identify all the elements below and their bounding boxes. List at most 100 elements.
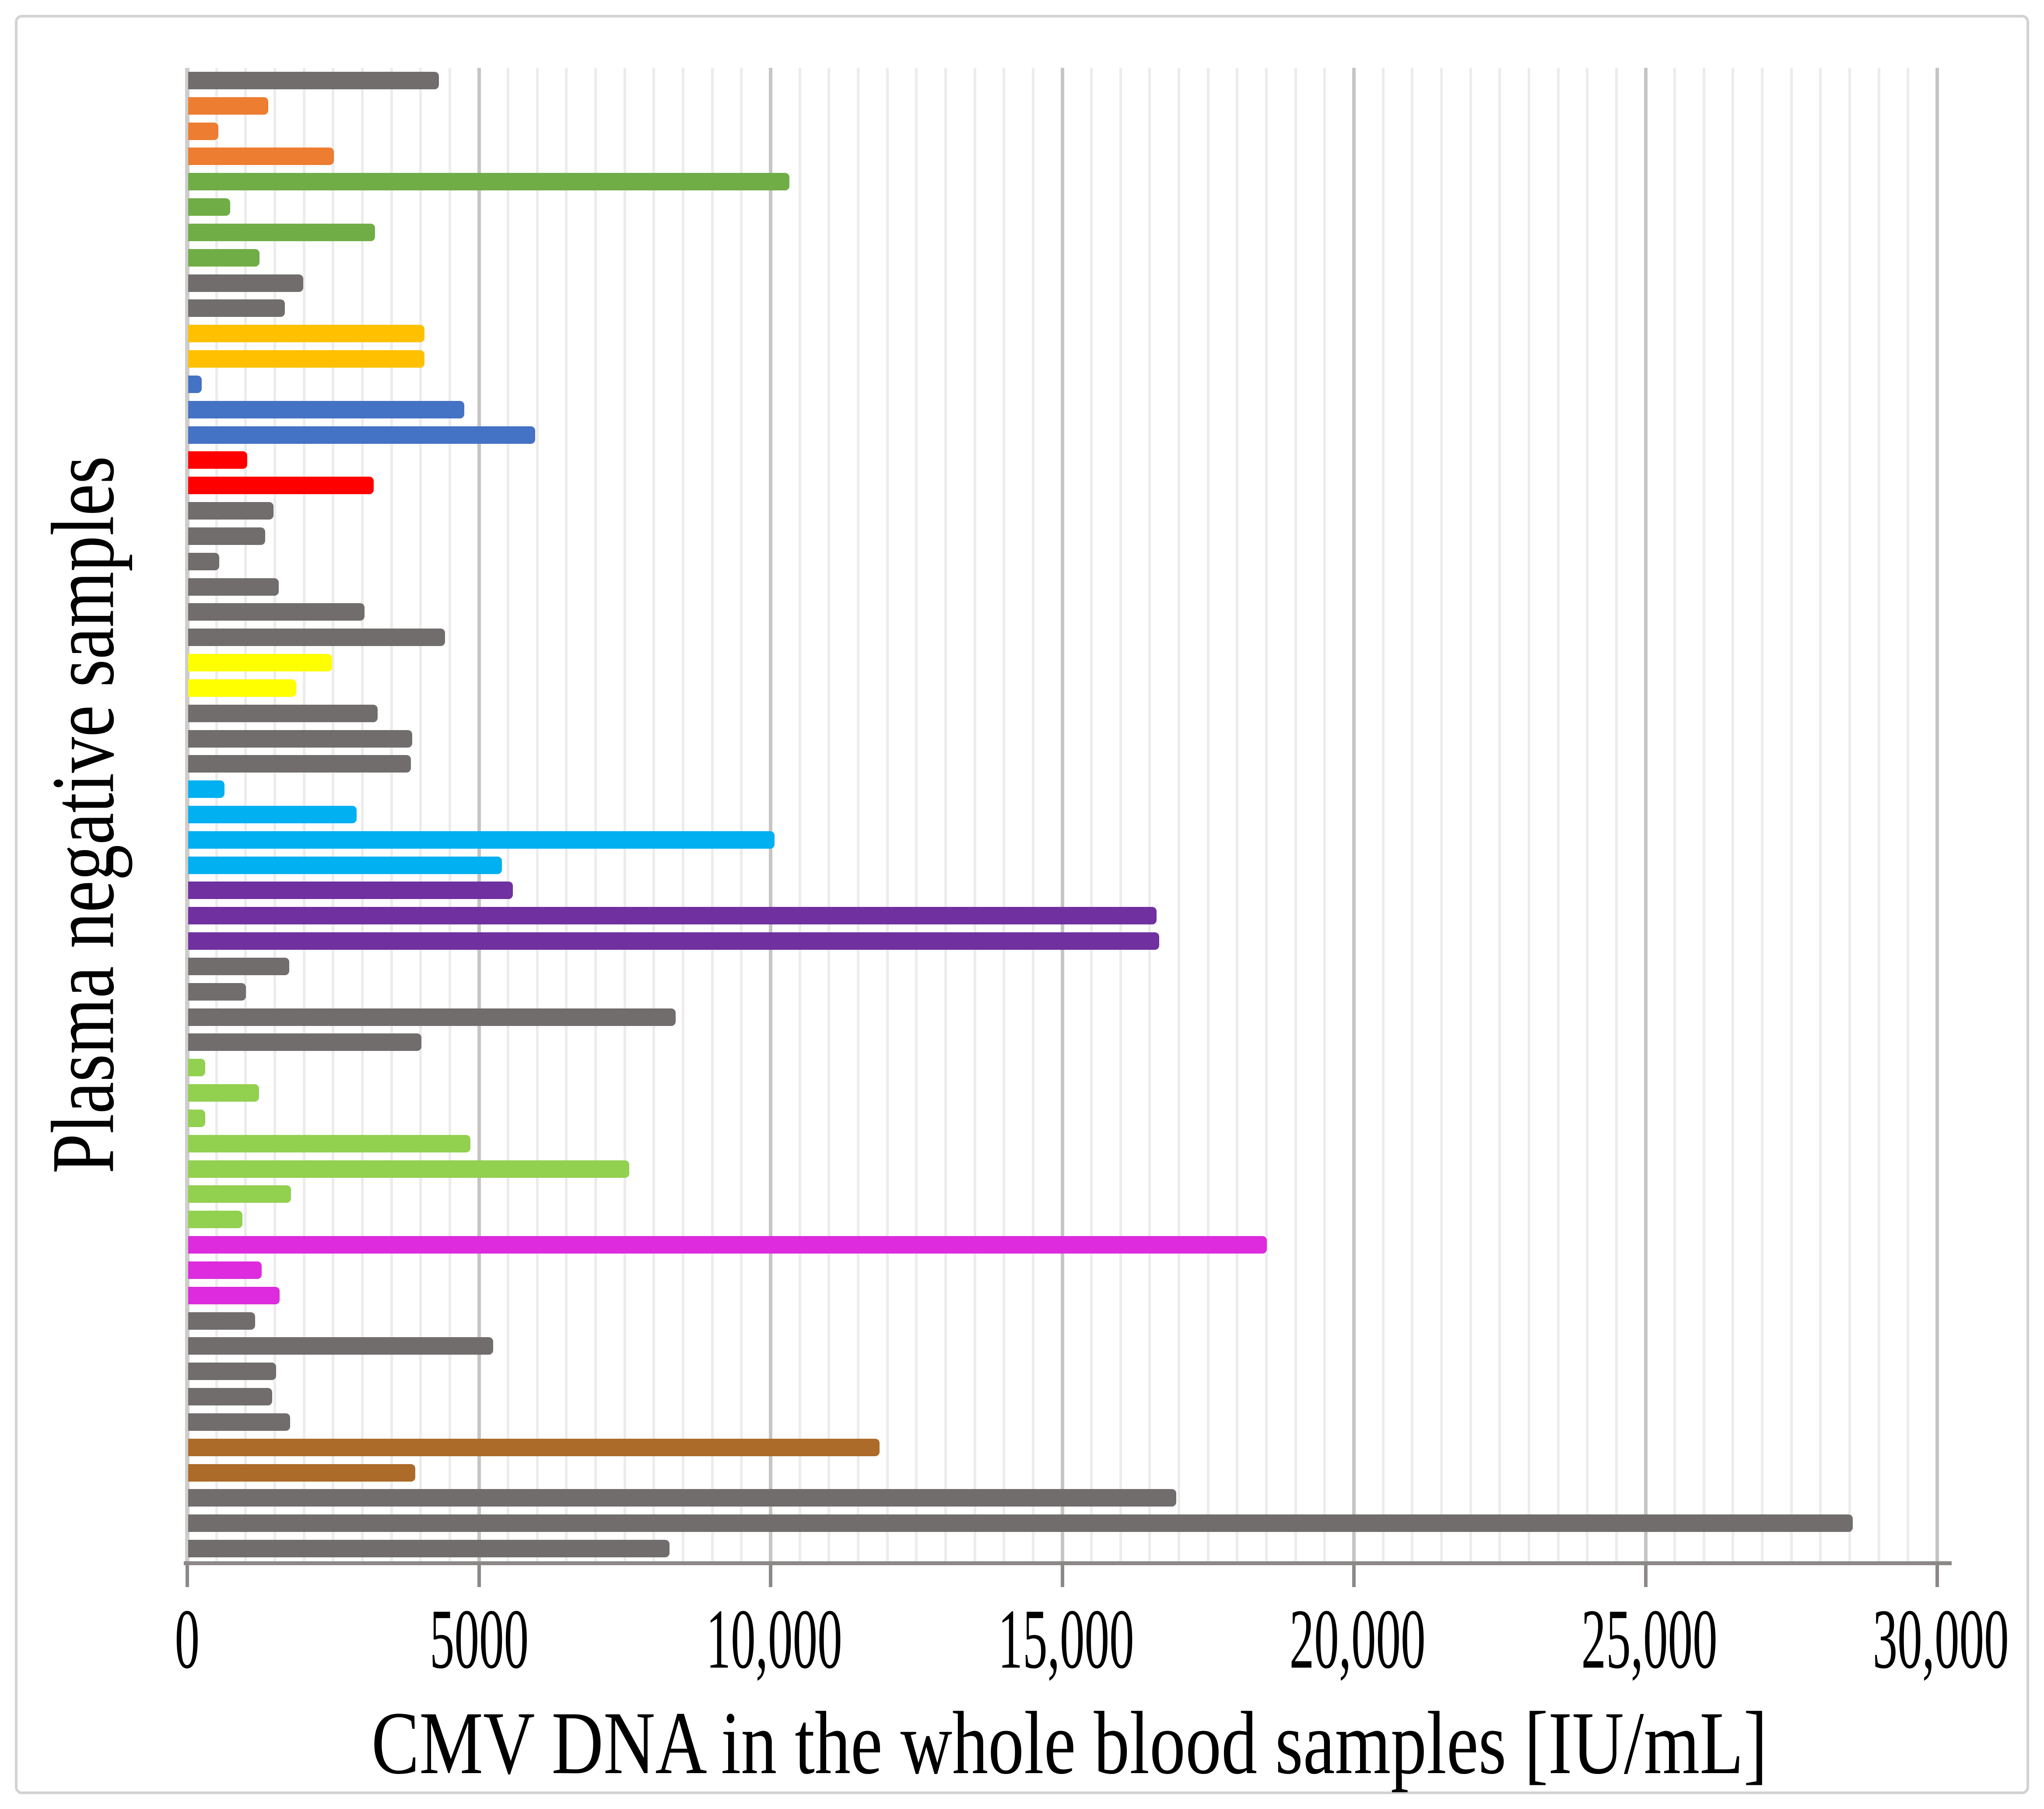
bar bbox=[188, 1211, 242, 1229]
x-axis-title-text: CMV DNA in the whole blood samples [IU/m… bbox=[371, 1693, 1768, 1793]
minor-gridline bbox=[1294, 68, 1297, 1561]
bar bbox=[188, 907, 1157, 925]
x-tick-label-text: 20,000 bbox=[1289, 1592, 1426, 1686]
minor-gridline bbox=[1819, 68, 1822, 1561]
minor-gridline bbox=[1877, 68, 1880, 1561]
bar bbox=[188, 932, 1160, 950]
minor-gridline bbox=[1323, 68, 1326, 1561]
bar bbox=[188, 502, 273, 520]
bar bbox=[188, 730, 412, 748]
bar bbox=[188, 173, 790, 191]
minor-gridline bbox=[798, 68, 801, 1561]
minor-gridline bbox=[915, 68, 918, 1561]
bar bbox=[188, 325, 424, 343]
minor-gridline bbox=[1848, 68, 1851, 1561]
minor-gridline bbox=[565, 68, 568, 1561]
minor-gridline bbox=[507, 68, 510, 1561]
minor-gridline bbox=[1206, 68, 1210, 1561]
x-tick-label: 5000 bbox=[365, 1597, 593, 1682]
bar bbox=[188, 1438, 880, 1456]
x-axis-tick bbox=[769, 1565, 772, 1587]
bar bbox=[188, 375, 202, 393]
x-axis-tick bbox=[1352, 1565, 1356, 1587]
bar bbox=[188, 806, 357, 823]
minor-gridline bbox=[1178, 68, 1181, 1561]
minor-gridline bbox=[1265, 68, 1268, 1561]
minor-gridline bbox=[623, 68, 626, 1561]
bar bbox=[188, 223, 375, 241]
bar bbox=[188, 249, 259, 267]
minor-gridline bbox=[1469, 68, 1472, 1561]
bar bbox=[188, 983, 246, 1001]
bar bbox=[188, 679, 296, 697]
minor-gridline bbox=[1557, 68, 1560, 1561]
minor-gridline bbox=[1411, 68, 1414, 1561]
bar bbox=[188, 1160, 629, 1178]
minor-gridline bbox=[1702, 68, 1705, 1561]
minor-gridline bbox=[740, 68, 743, 1561]
x-tick-label: 15,000 bbox=[949, 1597, 1176, 1682]
minor-gridline bbox=[856, 68, 859, 1561]
minor-gridline bbox=[361, 68, 364, 1561]
minor-gridline bbox=[1498, 68, 1501, 1561]
major-gridline bbox=[1935, 68, 1939, 1561]
bar bbox=[188, 1388, 272, 1406]
major-gridline bbox=[1060, 68, 1064, 1561]
x-tick-label: 25,000 bbox=[1532, 1597, 1760, 1682]
minor-gridline bbox=[827, 68, 831, 1561]
bar bbox=[188, 350, 424, 368]
minor-gridline bbox=[1236, 68, 1239, 1561]
bar bbox=[188, 603, 365, 621]
bar bbox=[188, 654, 333, 672]
minor-gridline bbox=[1615, 68, 1618, 1561]
x-tick-label-text: 25,000 bbox=[1581, 1592, 1718, 1686]
bar bbox=[188, 957, 289, 975]
minor-gridline bbox=[944, 68, 947, 1561]
x-tick-label-text: 10,000 bbox=[706, 1592, 842, 1686]
minor-gridline bbox=[390, 68, 393, 1561]
minor-gridline bbox=[1761, 68, 1764, 1561]
major-gridline bbox=[1644, 68, 1648, 1561]
bar bbox=[188, 122, 219, 140]
minor-gridline bbox=[1527, 68, 1530, 1561]
y-axis-title: Plasma negative samples bbox=[18, 68, 149, 1561]
bar bbox=[188, 1033, 422, 1051]
x-axis-tick bbox=[1935, 1565, 1939, 1587]
bar bbox=[188, 1261, 262, 1279]
bar bbox=[188, 148, 334, 165]
bar bbox=[188, 198, 230, 216]
x-tick-label: 30,000 bbox=[1823, 1597, 2044, 1682]
bar bbox=[188, 1059, 205, 1077]
bar bbox=[188, 1413, 291, 1431]
x-tick-label-text: 30,000 bbox=[1872, 1592, 2009, 1686]
minor-gridline bbox=[886, 68, 889, 1561]
bar bbox=[188, 1337, 494, 1355]
minor-gridline bbox=[536, 68, 539, 1561]
bar bbox=[188, 831, 775, 849]
bar bbox=[188, 400, 464, 418]
x-tick-label-text: 0 bbox=[175, 1592, 200, 1686]
bar bbox=[188, 882, 513, 899]
x-tick-label: 10,000 bbox=[657, 1597, 884, 1682]
minor-gridline bbox=[973, 68, 976, 1561]
minor-gridline bbox=[1003, 68, 1006, 1561]
bar bbox=[188, 1286, 280, 1304]
bar bbox=[188, 97, 268, 115]
x-axis-tick bbox=[1644, 1565, 1648, 1587]
bar bbox=[188, 1540, 670, 1558]
bar bbox=[188, 527, 265, 545]
bar bbox=[188, 780, 224, 798]
x-tick-label: 0 bbox=[74, 1597, 301, 1682]
bar bbox=[188, 1008, 676, 1026]
minor-gridline bbox=[711, 68, 714, 1561]
bar bbox=[188, 71, 439, 89]
minor-gridline bbox=[1907, 68, 1910, 1561]
bar bbox=[188, 1489, 1177, 1507]
minor-gridline bbox=[1732, 68, 1735, 1561]
minor-gridline bbox=[1119, 68, 1122, 1561]
bar bbox=[188, 1514, 1853, 1532]
bar bbox=[188, 451, 247, 469]
bar bbox=[188, 426, 536, 444]
bar bbox=[188, 1135, 471, 1152]
